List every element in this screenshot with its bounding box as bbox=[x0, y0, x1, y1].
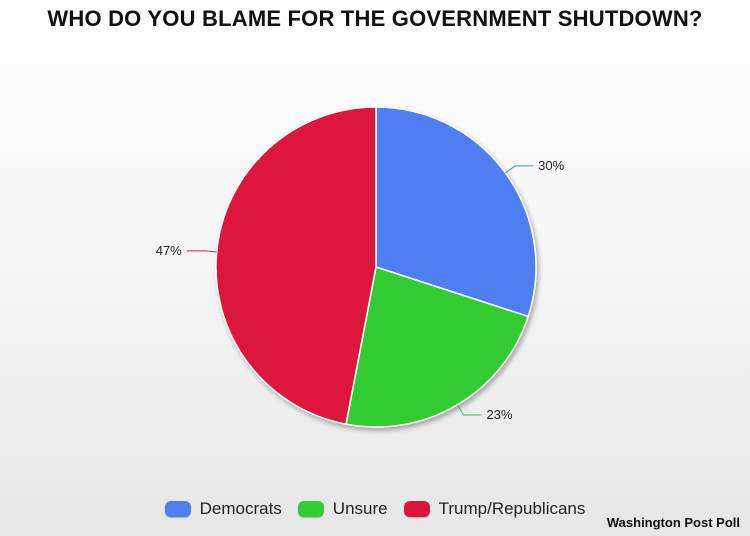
slice-label-democrats: 30% bbox=[538, 158, 564, 173]
connector-line-unsure bbox=[457, 404, 482, 416]
slice-label-unsure: 23% bbox=[487, 407, 513, 422]
chart-legend: Democrats Unsure Trump/Republicans bbox=[0, 499, 750, 519]
pie-slice-trump-republicans[interactable] bbox=[215, 106, 377, 426]
legend-item-unsure[interactable]: Unsure bbox=[297, 499, 388, 519]
chart-title: WHO DO YOU BLAME FOR THE GOVERNMENT SHUT… bbox=[47, 6, 703, 31]
connector-line-democrats bbox=[505, 165, 534, 174]
legend-label: Democrats bbox=[199, 499, 282, 518]
legend-swatch bbox=[164, 501, 191, 517]
connector-line-trump-republicans bbox=[186, 250, 217, 253]
legend-label: Trump/Republicans bbox=[438, 499, 586, 518]
legend-item-trump-republicans[interactable]: Trump/Republicans bbox=[403, 499, 586, 519]
legend-swatch bbox=[403, 501, 430, 517]
source-note: Washington Post Poll bbox=[606, 515, 740, 530]
legend-label: Unsure bbox=[332, 499, 388, 518]
legend-item-democrats[interactable]: Democrats bbox=[164, 499, 282, 519]
legend-swatch bbox=[297, 501, 324, 517]
pie-slice-democrats[interactable] bbox=[375, 106, 537, 318]
slice-label-trump-republicans: 47% bbox=[156, 243, 182, 258]
